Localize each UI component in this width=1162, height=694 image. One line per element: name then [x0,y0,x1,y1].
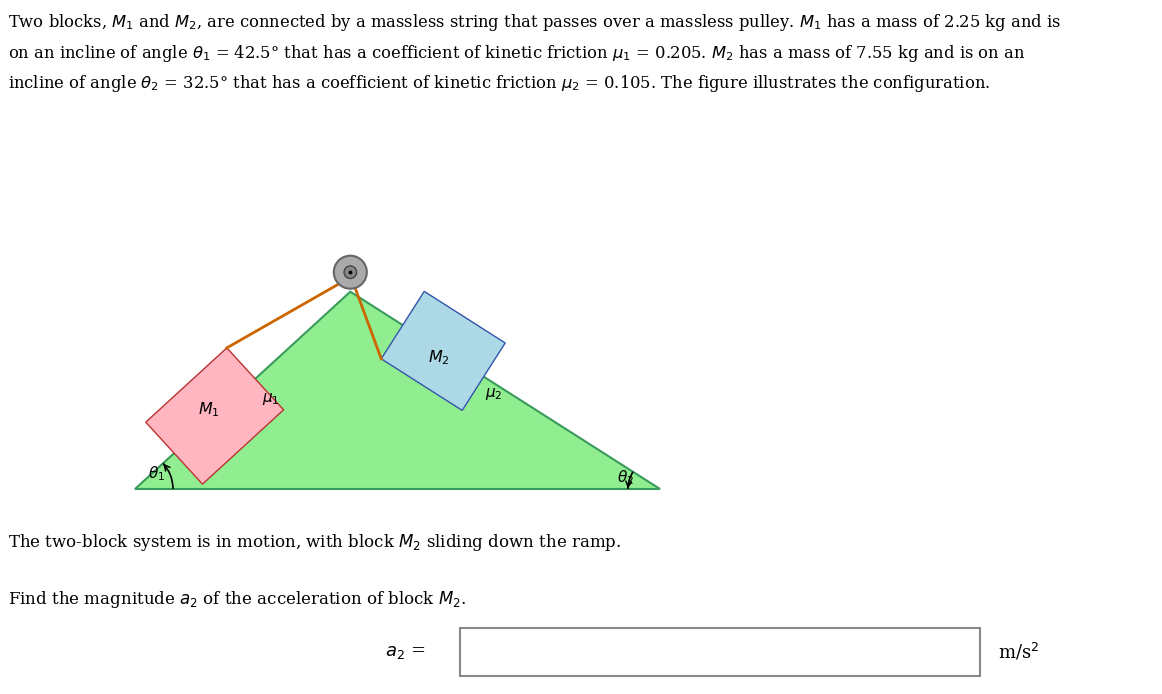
Text: Find the magnitude $a_2$ of the acceleration of block $M_2$.: Find the magnitude $a_2$ of the accelera… [8,589,466,610]
Polygon shape [381,291,505,410]
Circle shape [344,266,357,278]
Text: The two-block system is in motion, with block $M_2$ sliding down the ramp.: The two-block system is in motion, with … [8,532,622,553]
Text: $\mu_1$: $\mu_1$ [261,391,280,407]
Text: $\theta_2$: $\theta_2$ [617,468,634,486]
FancyBboxPatch shape [460,628,980,676]
Text: $\mu_2$: $\mu_2$ [485,386,503,402]
Text: Two blocks, $M_1$ and $M_2$, are connected by a massless string that passes over: Two blocks, $M_1$ and $M_2$, are connect… [8,12,1061,94]
Text: m/s$^2$: m/s$^2$ [998,641,1039,663]
Circle shape [333,255,367,289]
Text: $M_2$: $M_2$ [428,348,450,367]
Text: $a_2$ =: $a_2$ = [385,643,425,661]
Text: $\theta_1$: $\theta_1$ [148,464,165,483]
Text: $M_1$: $M_1$ [199,400,220,419]
Polygon shape [135,291,660,489]
Polygon shape [145,348,284,484]
